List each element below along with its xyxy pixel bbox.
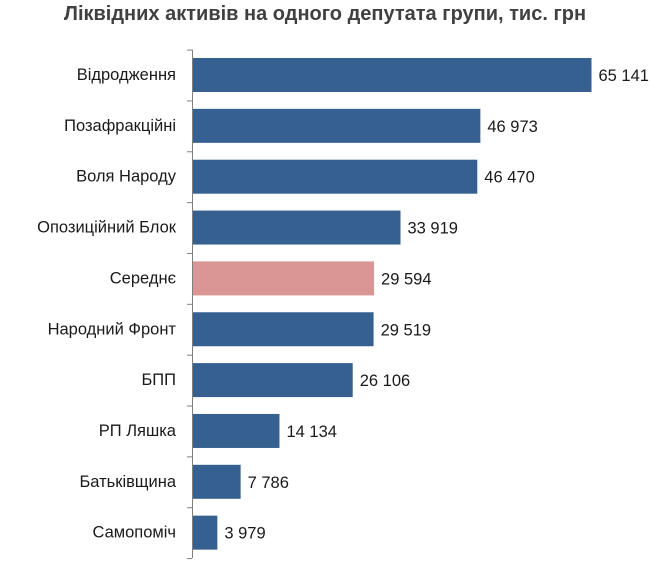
category-label: Народний Фронт <box>48 320 177 338</box>
value-label: 46 470 <box>484 169 534 187</box>
bar[interactable] <box>193 159 478 194</box>
category-label: Опозиційний Блок <box>37 219 177 237</box>
bar[interactable] <box>193 363 353 398</box>
category-label: Середнє <box>110 269 176 287</box>
value-label: 26 106 <box>360 372 410 390</box>
bar[interactable] <box>193 210 401 245</box>
category-label: Відродження <box>77 66 176 84</box>
value-label: 33 919 <box>408 220 458 238</box>
category-label: Самопоміч <box>92 524 176 542</box>
bar[interactable] <box>193 108 481 143</box>
value-label: 65 141 <box>599 67 649 85</box>
bar[interactable] <box>193 312 374 347</box>
value-label: 3 979 <box>224 525 265 543</box>
value-label: 14 134 <box>286 423 336 441</box>
category-label: Батьківщина <box>79 473 176 491</box>
bar[interactable] <box>193 464 241 499</box>
value-label: 7 786 <box>248 474 289 492</box>
value-label: 29 519 <box>381 321 431 339</box>
category-label: РП Ляшка <box>99 422 177 440</box>
bar[interactable] <box>193 515 218 550</box>
bar[interactable] <box>193 58 592 92</box>
bar-average[interactable] <box>193 261 375 296</box>
category-label: Воля Народу <box>76 168 177 186</box>
category-label: Позафракційні <box>64 117 176 135</box>
value-label: 29 594 <box>381 270 431 288</box>
bar[interactable] <box>193 413 280 448</box>
category-label: БПП <box>141 371 176 389</box>
value-label: 46 973 <box>487 118 537 136</box>
chart-title: Ліквідних активів на одного депутата гру… <box>63 3 587 25</box>
